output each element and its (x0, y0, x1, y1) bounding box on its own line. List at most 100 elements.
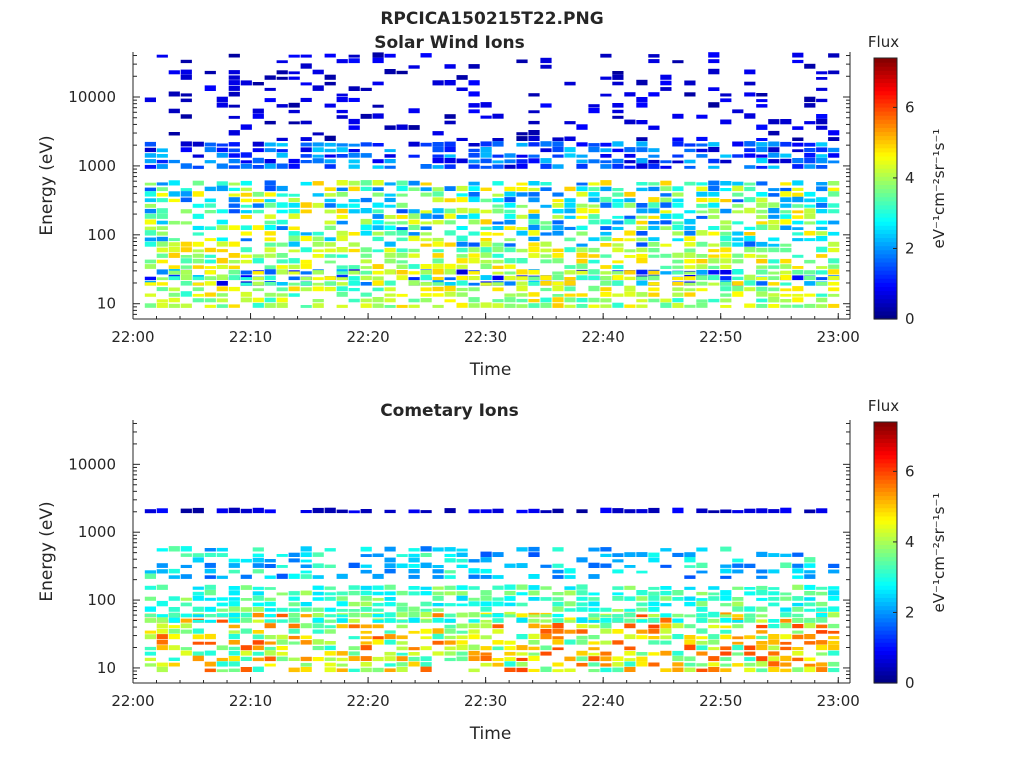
heatmap-cell (492, 232, 504, 236)
heatmap-cell (468, 247, 480, 253)
heatmap-cell (516, 159, 528, 164)
heatmap-cell (492, 242, 504, 247)
heatmap-cell (288, 264, 300, 269)
heatmap-cell (252, 82, 264, 86)
heatmap-cell (576, 662, 588, 667)
heatmap-cell (168, 108, 180, 114)
heatmap-cell (792, 158, 804, 164)
heatmap-cell (360, 153, 372, 158)
heatmap-cell (780, 507, 792, 514)
heatmap-cell (648, 652, 660, 656)
heatmap-cell (720, 617, 732, 623)
heatmap-cell (468, 159, 480, 164)
heatmap-cell (180, 255, 192, 258)
heatmap-cell (588, 187, 600, 192)
heatmap-cell (612, 71, 624, 75)
heatmap-cell (828, 53, 840, 58)
heatmap-cell (264, 597, 276, 601)
heatmap-cell (648, 148, 660, 153)
x-tick-label: 22:40 (582, 692, 625, 710)
heatmap-cell (720, 93, 732, 97)
heatmap-cell (516, 617, 528, 623)
heatmap-cell (204, 160, 216, 164)
heatmap-cell (360, 601, 372, 607)
heatmap-cell (300, 247, 312, 253)
heatmap-cell (264, 608, 276, 612)
heatmap-cell (204, 568, 216, 574)
heatmap-cell (300, 160, 312, 164)
heatmap-cell (516, 269, 528, 275)
heatmap-cell (384, 215, 396, 219)
heatmap-cell (204, 147, 216, 153)
heatmap-cell (264, 180, 276, 186)
colorbar-swatch (874, 314, 897, 320)
heatmap-cell (756, 619, 768, 623)
heatmap-cell (816, 231, 828, 236)
heatmap-cell (336, 180, 348, 186)
heatmap-cell (612, 293, 624, 297)
heatmap-cell (216, 102, 228, 108)
heatmap-cell (588, 607, 600, 612)
heatmap-cell (276, 137, 288, 141)
heatmap-cell (516, 285, 528, 292)
heatmap-cell (300, 305, 312, 308)
heatmap-cell (240, 215, 252, 219)
heatmap-cell (672, 231, 684, 236)
heatmap-cell (480, 557, 492, 563)
heatmap-cell (240, 628, 252, 634)
heatmap-cell (444, 628, 456, 634)
heatmap-cell (828, 160, 840, 164)
heatmap-cell (420, 142, 432, 147)
heatmap-cell (300, 590, 312, 596)
heatmap-cell (708, 208, 720, 214)
heatmap-cell (828, 590, 840, 596)
heatmap-cell (348, 232, 360, 236)
heatmap-cell (444, 80, 456, 86)
heatmap-cell (552, 274, 564, 280)
heatmap-cell (216, 669, 228, 673)
heatmap-cell (288, 573, 300, 579)
heatmap-cell (828, 276, 840, 280)
heatmap-cell (444, 585, 456, 590)
heatmap-cell (768, 509, 780, 514)
heatmap-cell (648, 92, 660, 97)
heatmap-cell (456, 630, 468, 634)
heatmap-cell (156, 563, 168, 568)
heatmap-cell (324, 198, 336, 203)
heatmap-cell (564, 147, 576, 153)
heatmap-cell (252, 113, 264, 119)
heatmap-cell (756, 124, 768, 130)
heatmap-cell (252, 281, 264, 286)
y-axis-label: Energy (eV) (37, 501, 57, 601)
heatmap-cell (528, 292, 540, 297)
heatmap-cell (396, 202, 408, 208)
heatmap-cell (468, 152, 480, 158)
colorbar-frame (873, 421, 898, 684)
heatmap-cell (360, 282, 372, 286)
heatmap-cell (312, 585, 324, 590)
heatmap-cell (696, 640, 708, 645)
colorbar-swatch (874, 212, 897, 218)
heatmap-cell (420, 298, 432, 303)
heatmap-cell (396, 221, 408, 225)
heatmap-cell (492, 613, 504, 618)
colorbar-swatch (874, 139, 897, 145)
heatmap-cell (540, 64, 552, 69)
heatmap-cell (264, 559, 276, 563)
heatmap-cell (816, 624, 828, 629)
heatmap-cell (348, 86, 360, 91)
heatmap-cell (732, 185, 744, 192)
colorbar-swatch (874, 86, 897, 92)
heatmap-cell (288, 121, 300, 125)
heatmap-cell (516, 142, 528, 147)
heatmap-cell (336, 265, 348, 269)
heatmap-cell (468, 276, 480, 281)
heatmap-cell (612, 508, 624, 514)
heatmap-cell (300, 546, 312, 552)
heatmap-cell (672, 277, 684, 281)
heatmap-cell (168, 247, 180, 253)
heatmap-cell (480, 614, 492, 618)
heatmap-cell (756, 614, 768, 618)
heatmap-cell (768, 259, 780, 264)
heatmap-cell (648, 601, 660, 607)
